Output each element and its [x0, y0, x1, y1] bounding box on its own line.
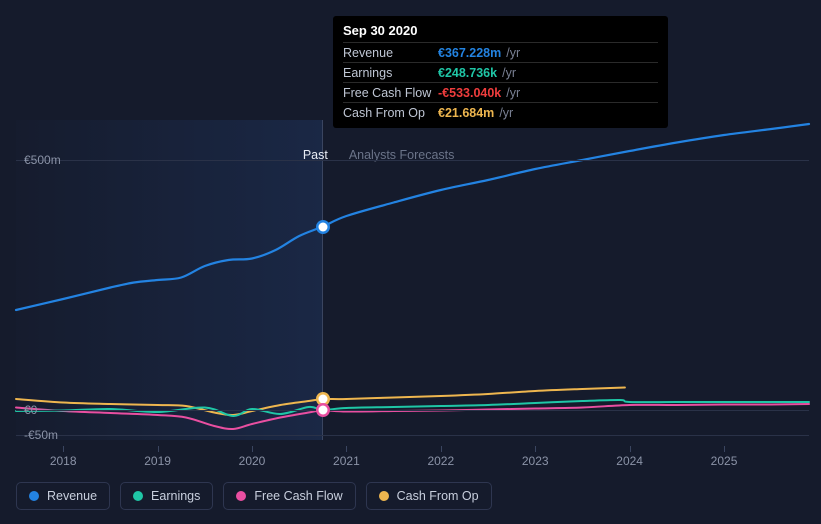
tooltip-suffix: /yr — [506, 46, 520, 60]
y-axis-label: €500m — [24, 153, 61, 167]
legend: Revenue Earnings Free Cash Flow Cash From O… — [16, 482, 492, 510]
x-tick — [724, 446, 725, 452]
legend-item-earnings[interactable]: Earnings — [120, 482, 213, 510]
legend-label: Free Cash Flow — [254, 489, 342, 503]
x-axis-label: 2024 — [616, 454, 643, 468]
tooltip-metric-label: Free Cash Flow — [343, 86, 438, 100]
plot-region[interactable] — [16, 120, 809, 440]
legend-swatch — [236, 491, 246, 501]
tooltip-suffix: /yr — [502, 66, 516, 80]
hover-tooltip: Sep 30 2020 Revenue€367.228m/yrEarnings€… — [333, 16, 668, 128]
legend-label: Earnings — [151, 489, 200, 503]
gridline — [16, 410, 809, 411]
tooltip-row: Free Cash Flow-€533.040k/yr — [343, 82, 658, 102]
marker-revenue — [318, 222, 327, 231]
tooltip-metric-value: €248.736k — [438, 66, 497, 80]
x-axis: 2018 2019 2020 2021 2022 2023 2024 2025 — [16, 446, 809, 466]
chart-lines — [16, 120, 809, 440]
tooltip-row: Revenue€367.228m/yr — [343, 42, 658, 62]
x-axis-label: 2018 — [50, 454, 77, 468]
legend-label: Cash From Op — [397, 489, 479, 503]
tooltip-metric-label: Cash From Op — [343, 106, 438, 120]
tooltip-title: Sep 30 2020 — [343, 23, 658, 42]
x-tick — [158, 446, 159, 452]
x-tick — [441, 446, 442, 452]
legend-swatch — [29, 491, 39, 501]
tooltip-metric-label: Revenue — [343, 46, 438, 60]
x-axis-label: 2019 — [144, 454, 171, 468]
x-tick — [346, 446, 347, 452]
marker-cfo — [318, 395, 327, 404]
y-axis-label: -€50m — [24, 428, 58, 442]
x-axis-label: 2023 — [522, 454, 549, 468]
tooltip-suffix: /yr — [506, 86, 520, 100]
marker-fcf — [318, 406, 327, 415]
legend-swatch — [379, 491, 389, 501]
x-axis-label: 2022 — [427, 454, 454, 468]
gridline — [16, 435, 809, 436]
x-tick — [252, 446, 253, 452]
legend-swatch — [133, 491, 143, 501]
legend-item-fcf[interactable]: Free Cash Flow — [223, 482, 355, 510]
x-tick — [63, 446, 64, 452]
x-tick — [630, 446, 631, 452]
tooltip-metric-value: -€533.040k — [438, 86, 501, 100]
tooltip-metric-value: €21.684m — [438, 106, 494, 120]
gridline — [16, 160, 809, 161]
tooltip-row: Cash From Op€21.684m/yr — [343, 102, 658, 122]
y-axis-label: €0 — [24, 403, 37, 417]
legend-item-revenue[interactable]: Revenue — [16, 482, 110, 510]
x-axis-label: 2020 — [239, 454, 266, 468]
x-axis-label: 2021 — [333, 454, 360, 468]
x-tick — [535, 446, 536, 452]
x-axis-label: 2025 — [711, 454, 738, 468]
legend-label: Revenue — [47, 489, 97, 503]
tooltip-metric-value: €367.228m — [438, 46, 501, 60]
tooltip-suffix: /yr — [499, 106, 513, 120]
legend-item-cfo[interactable]: Cash From Op — [366, 482, 492, 510]
series-fcf — [16, 404, 809, 429]
tooltip-metric-label: Earnings — [343, 66, 438, 80]
tooltip-row: Earnings€248.736k/yr — [343, 62, 658, 82]
